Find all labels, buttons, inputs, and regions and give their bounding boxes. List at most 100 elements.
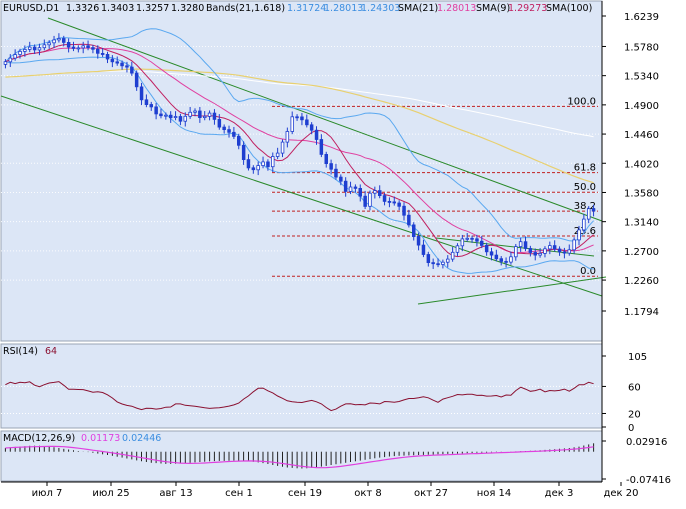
candle	[324, 151, 328, 168]
candle-body	[324, 153, 328, 164]
candle	[421, 239, 426, 258]
candle-body	[455, 245, 460, 253]
candle	[591, 204, 596, 217]
candle	[484, 242, 489, 256]
macd-value-main: 0.01173	[81, 433, 120, 444]
candle	[130, 61, 134, 76]
candle-body	[120, 62, 124, 67]
header-symbol: EURUSD,D1	[3, 3, 59, 14]
channel-upper-line	[47, 17, 603, 222]
candle-body	[198, 110, 202, 118]
candle	[460, 234, 465, 252]
price-tick-label: 1.2700	[624, 247, 659, 258]
candle	[37, 43, 42, 56]
candle	[207, 110, 212, 121]
candle-body	[105, 54, 110, 60]
time-tick-label: дек 20	[603, 488, 638, 499]
candle	[198, 106, 202, 123]
price-tick-label: 1.5780	[624, 42, 659, 53]
candle-body	[528, 248, 533, 253]
candle-body	[300, 116, 304, 121]
candle-body	[426, 254, 431, 264]
candle-body	[18, 51, 22, 55]
candle	[543, 246, 547, 258]
fib-level-label: 38.2	[574, 201, 596, 212]
candle-body	[81, 45, 86, 49]
candle	[154, 102, 158, 120]
macd-tick-label: 0.02916	[626, 437, 667, 448]
candle	[251, 165, 256, 174]
candle	[42, 39, 47, 51]
candle-body	[465, 237, 469, 240]
time-axis: июл 7 июл 25 авг 13 сен 1 сен 19 окт 8 окт 27 н…	[1, 1, 639, 499]
bands-lower-line	[5, 56, 594, 274]
candle-body	[241, 144, 246, 161]
header-bands-upper: 1.31724	[287, 3, 326, 14]
candle	[407, 209, 411, 228]
candle	[479, 235, 484, 249]
rsi-polyline	[5, 381, 594, 412]
candle-body	[470, 237, 474, 240]
header-sma21-label: SMA(21)	[398, 3, 438, 14]
candle	[548, 241, 552, 255]
candle	[246, 154, 251, 171]
price-panel[interactable]: 100.061.850.038.223.60.0 1.62391.57801.5…	[0, 0, 659, 342]
candle-body	[407, 214, 411, 226]
candle	[188, 106, 192, 119]
candle-body	[100, 53, 105, 55]
candle-body	[445, 258, 450, 263]
candle-body	[193, 110, 197, 113]
candle-body	[499, 258, 503, 262]
candle-body	[514, 246, 518, 258]
candle-body	[37, 47, 42, 51]
price-grid	[1, 45, 602, 281]
candle	[144, 94, 149, 108]
header-ohlc-close: 1.3280	[171, 3, 204, 14]
time-tick-label: июл 7	[32, 488, 63, 499]
price-tick-label: 1.4020	[624, 159, 659, 170]
candle	[217, 114, 222, 130]
price-tick-label: 1.2260	[624, 276, 659, 287]
sma9-line	[5, 43, 594, 258]
candle	[193, 108, 197, 117]
candle	[411, 222, 416, 241]
macd-panel[interactable]: 0.02916 -0.07416 MACD(12,26,9) 0.01173 0.…	[0, 430, 671, 486]
macd-axis: 0.02916 -0.07416	[602, 437, 671, 486]
fib-level-label: 0.0	[580, 266, 596, 277]
candle	[159, 108, 163, 119]
candle	[572, 237, 576, 254]
candle	[280, 139, 285, 158]
candle	[295, 114, 299, 121]
candle	[115, 56, 120, 66]
candle-body	[314, 129, 319, 140]
candle-body	[305, 119, 309, 126]
candle-body	[567, 249, 572, 254]
candle	[81, 41, 86, 54]
header-sma100-label: SMA(100)	[546, 3, 592, 14]
candle	[334, 163, 338, 180]
candle-body	[577, 229, 581, 241]
candle	[309, 122, 314, 135]
candle-body	[392, 201, 396, 204]
candle-body	[533, 252, 538, 256]
candle-body	[373, 190, 377, 194]
candle	[23, 45, 27, 57]
candle	[227, 125, 231, 138]
candle-body	[3, 61, 8, 65]
candle-body	[52, 39, 56, 44]
candle-body	[202, 115, 207, 119]
candle	[445, 255, 450, 268]
price-tick-label: 1.6239	[624, 12, 659, 23]
candle-body	[42, 44, 47, 49]
candle-body	[348, 186, 353, 192]
candle	[436, 258, 440, 268]
rsi-panel[interactable]: 105 60 20 0 RSI(14) 64	[0, 343, 647, 434]
rsi-grid	[1, 385, 602, 414]
candle-body	[130, 66, 134, 74]
rsi-value: 64	[45, 346, 57, 357]
candle	[416, 232, 421, 251]
candle	[134, 70, 139, 91]
rsi-title: RSI(14)	[3, 346, 38, 357]
candle	[149, 101, 153, 111]
